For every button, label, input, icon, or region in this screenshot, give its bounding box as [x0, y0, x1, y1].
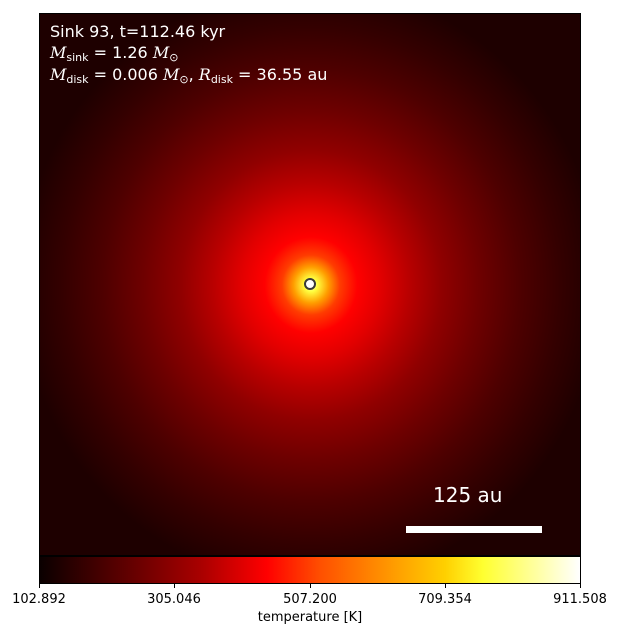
colorbar-tick: [39, 584, 40, 588]
colorbar: [39, 556, 581, 584]
colorbar-tick-label: 709.354: [418, 592, 472, 607]
sink-marker: [304, 278, 316, 290]
colorbar-tick: [445, 584, 446, 588]
scalebar: [406, 526, 542, 533]
temperature-map: Sink 93, t=112.46 kyr Msink = 1.26 M⊙ Md…: [39, 13, 581, 556]
disk-props-label: Mdisk = 0.006 M⊙, Rdisk = 36.55 au: [50, 65, 328, 86]
sink-mass-label: Msink = 1.26 M⊙: [50, 43, 179, 64]
colorbar-tick: [310, 584, 311, 588]
sink-time-label: Sink 93, t=112.46 kyr: [50, 22, 226, 41]
colorbar-tick-label: 102.892: [12, 592, 66, 607]
colorbar-tick-label: 305.046: [147, 592, 201, 607]
scalebar-label: 125 au: [433, 483, 503, 507]
colorbar-tick-label: 911.508: [553, 592, 607, 607]
colorbar-label: temperature [K]: [257, 610, 363, 625]
colorbar-tick-label: 507.200: [283, 592, 337, 607]
colorbar-tick: [580, 584, 581, 588]
colorbar-tick: [174, 584, 175, 588]
